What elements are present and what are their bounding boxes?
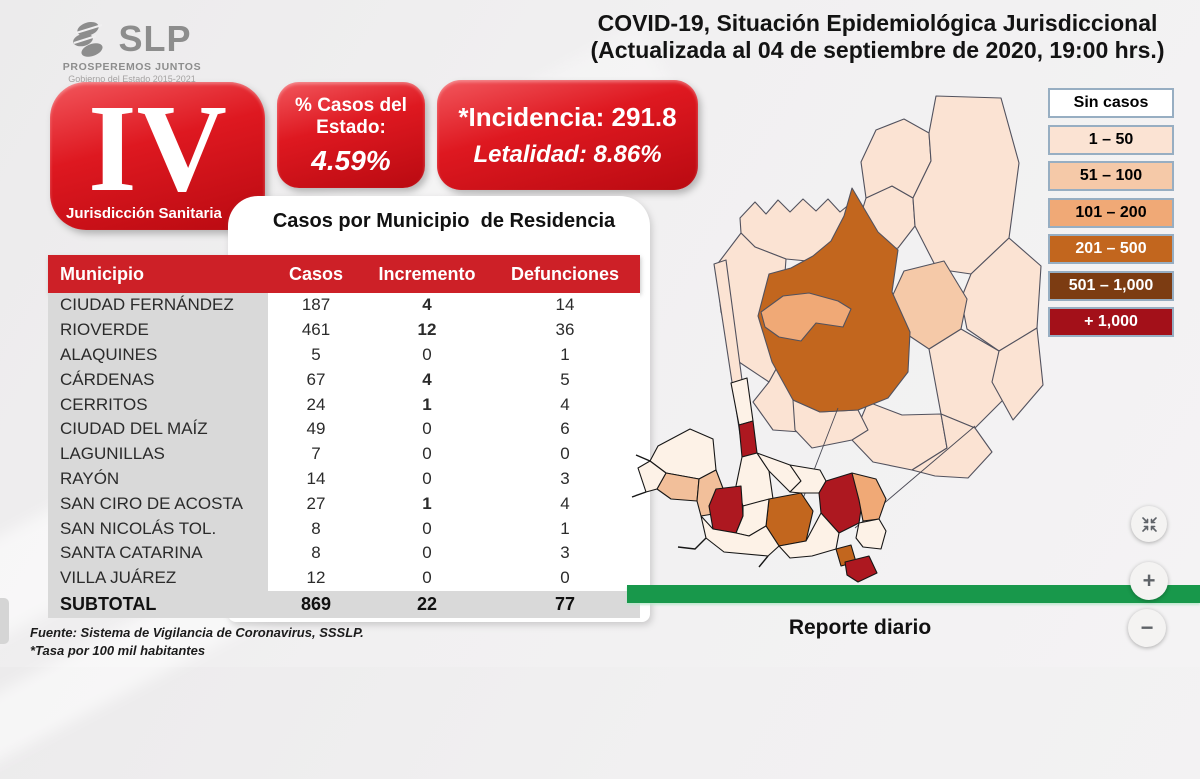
column-header-casos: Casos [288,263,344,284]
state-cases-label-line2: Estado: [316,117,386,138]
table-title: Casos por Municipio de Residencia [272,210,616,232]
slp-beans-icon [73,21,104,57]
jurisdiction-label: Jurisdicción Sanitaria [66,205,222,222]
legend-item: 501 – 1,000 [1048,270,1174,301]
subtotal-incremento: 22 [416,593,438,614]
legend-item: Sin casos [1048,88,1174,118]
zoom-out-button[interactable]: − [1128,609,1166,647]
logo-government: Gobierno del Estado 2015-2021 [68,74,196,84]
table-row: RAYÓN 14 0 3 [48,466,640,492]
legend-item: 1 – 50 [1048,124,1174,155]
subtotal-label: SUBTOTAL [60,593,157,614]
state-cases-value: 4.59% [311,145,391,176]
state-cases-badge: % Casos del Estado: 4.59% [277,82,425,188]
table-row: CERRITOS 24 1 4 [48,392,640,417]
column-header-municipio: Municipio [60,263,144,284]
column-header-defunciones: Defunciones [510,263,620,284]
legend-item: 201 – 500 [1048,234,1174,264]
legend-item: + 1,000 [1048,307,1174,337]
legend-item: 101 – 200 [1048,197,1174,228]
subtotal-row: SUBTOTAL 869 22 77 [48,590,640,618]
slp-logo: SLP PROSPEREMOS JUNTOS Gobierno del Esta… [52,18,212,84]
footnotes: Fuente: Sistema de Vigilancia de Coronav… [30,624,364,660]
table-row: SANTA CATARINA 8 0 3 [48,540,640,566]
state-map [713,95,1044,479]
table-row: CIUDAD DEL MAÍZ 49 0 6 [48,416,640,442]
table-row: VILLA JUÁREZ 12 0 0 [48,565,640,591]
page-title-line1: COVID-19, Situación Epidemiológica Juris… [597,10,1158,36]
detail-map [631,377,887,583]
scrollbar-stub[interactable] [0,598,9,644]
zoom-in-button[interactable]: + [1130,562,1168,600]
incidence-value: *Incidencia: 291.8 [458,101,677,132]
jurisdiction-number: IV [88,80,227,218]
region-101-200 [760,292,852,342]
source-note: Fuente: Sistema de Vigilancia de Coronav… [30,625,364,640]
table-header: Municipio Casos Incremento Defunciones [48,255,640,293]
table-row: RIOVERDE 461 12 36 [48,317,640,343]
column-header-incremento: Incremento [378,263,476,284]
lethality-value: Letalidad: 8.86% [473,140,662,168]
table-row: SAN NICOLÁS TOL. 8 0 1 [48,516,640,541]
table-row: SAN CIRO DE ACOSTA 27 1 4 [48,491,640,517]
incidence-badge: *Incidencia: 291.8 Letalidad: 8.86% [437,80,698,190]
table-row: ALAQUINES 5 0 1 [48,342,640,368]
state-cases-label-line1: % Casos del [295,95,407,116]
map-legend: Sin casos 1 – 50 51 – 100 101 – 200 201 – 50… [1048,88,1174,344]
legend-item: 51 – 100 [1048,161,1174,191]
fit-to-screen-icon [1141,516,1157,532]
table-rows: CIUDAD FERNÁNDEZ 187 4 14 RIOVERDE 461 12 36 ALA… [48,293,640,591]
jurisdiction-badge: IV Jurisdicción Sanitaria [50,82,265,230]
green-divider-bar [627,585,1200,603]
report-label: Reporte diario [788,616,932,639]
table-row: CIUDAD FERNÁNDEZ 187 4 14 [48,293,640,318]
choropleth-map [631,95,1044,583]
rate-note: *Tasa por 100 mil habitantes [30,643,206,658]
page-title-line2: (Actualizada al 04 de septiembre de 2020… [590,37,1165,63]
subtotal-casos: 869 [300,593,332,614]
table-row: CÁRDENAS 67 4 5 [48,367,640,393]
logo-tagline: PROSPEREMOS JUNTOS [62,61,202,73]
logo-brand: SLP [118,18,192,59]
subtotal-defunciones: 77 [554,593,576,614]
table-row: LAGUNILLAS 7 0 0 [48,441,640,467]
page-title: COVID-19, Situación Epidemiológica Juris… [555,10,1200,64]
cases-table: Municipio Casos Incremento Defunciones C… [48,255,640,618]
fit-to-screen-button[interactable] [1131,506,1167,542]
